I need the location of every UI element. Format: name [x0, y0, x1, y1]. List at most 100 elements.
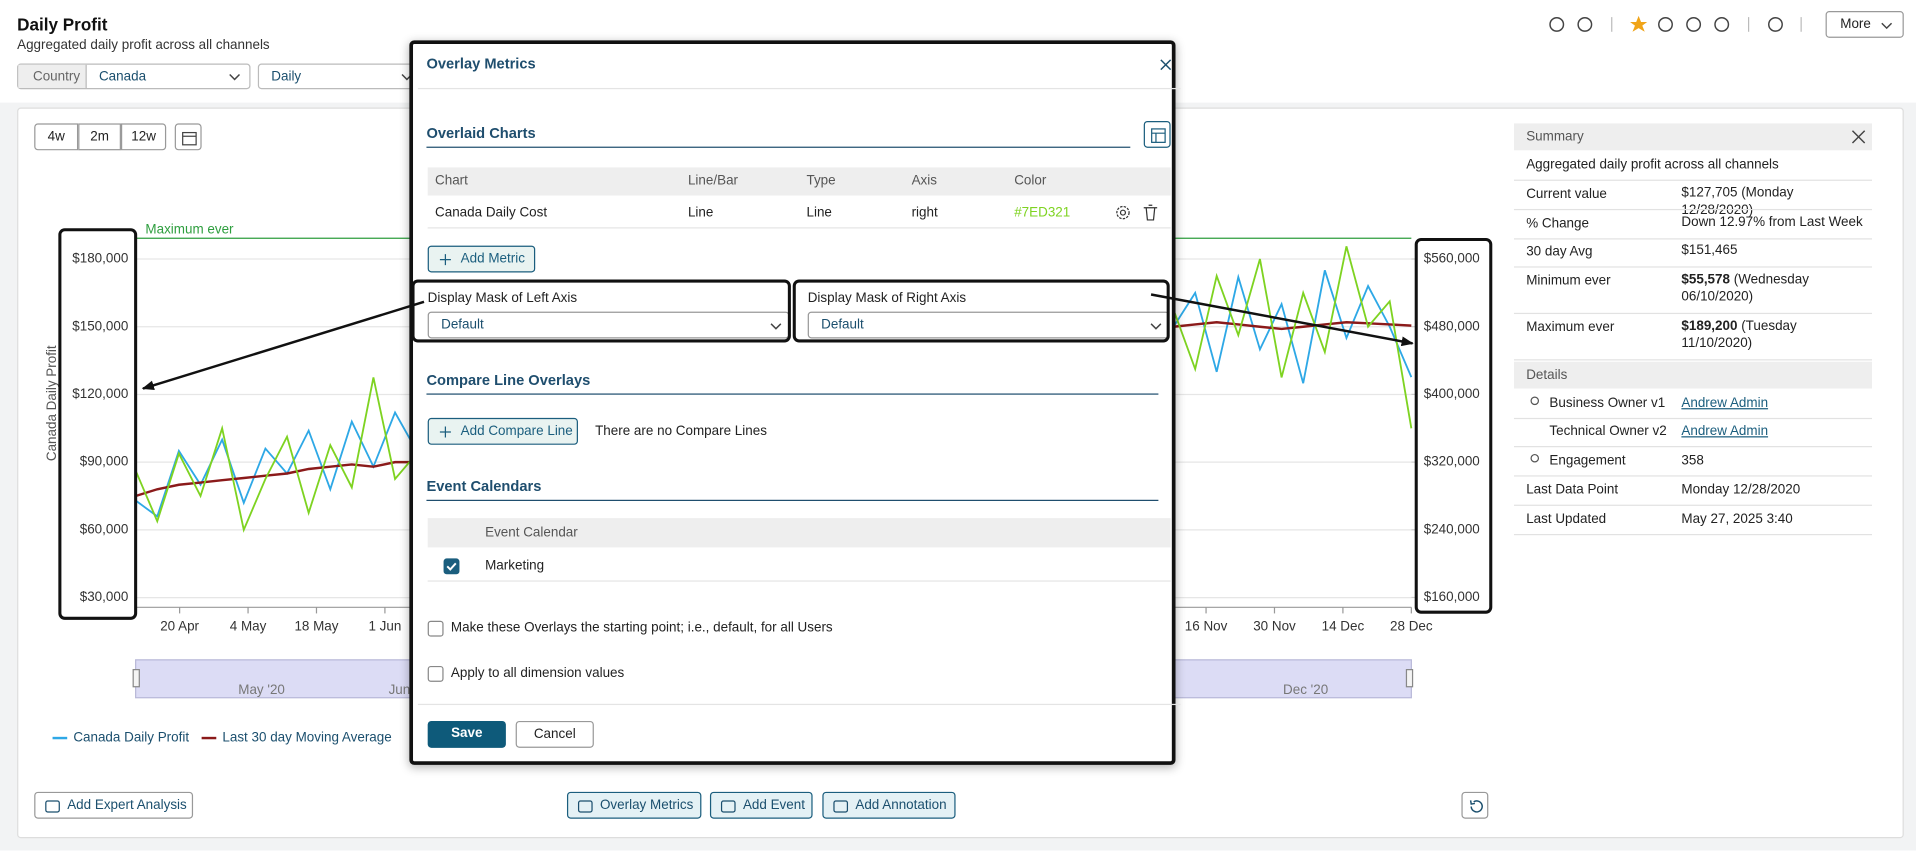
y2-tick-label: $240,000: [1424, 521, 1480, 536]
action-button[interactable]: Add Annotation: [822, 791, 956, 819]
annotation-box: [792, 279, 1170, 343]
checkbox[interactable]: [427, 665, 444, 682]
summary-title: Summary: [1526, 129, 1584, 145]
detail-value[interactable]: Andrew Admin: [1681, 424, 1769, 439]
row-settings[interactable]: [1116, 205, 1131, 220]
summary-header: [1513, 123, 1873, 151]
action-label: Add Expert Analysis: [67, 797, 187, 813]
detail-label: Technical Owner v2: [1549, 424, 1667, 439]
modal-close[interactable]: [1160, 59, 1172, 71]
summary-divider: [1513, 312, 1873, 315]
section-title: Compare Line Overlays: [426, 371, 591, 389]
chevron: [229, 74, 241, 81]
modal-divider: [417, 703, 1181, 706]
checkbox-box: [427, 620, 444, 637]
action-icon: [720, 800, 736, 813]
y-tick-label: $30,000: [80, 589, 129, 604]
range-button[interactable]: 2m: [78, 123, 121, 151]
x-tick-label: 28 Dec: [1390, 618, 1433, 633]
summary-divider: [1513, 179, 1873, 181]
chevron: [1150, 323, 1162, 330]
summary-label: Current value: [1526, 186, 1607, 202]
detail-value[interactable]: Andrew Admin: [1681, 395, 1769, 411]
action-label: Add Event: [742, 797, 805, 813]
close-icon[interactable]: [1851, 130, 1866, 144]
summary-label: 30 day Avg: [1526, 244, 1593, 260]
more-button[interactable]: More: [1825, 10, 1904, 38]
navigator-label: May '20: [238, 682, 285, 697]
details-header: [1513, 361, 1873, 389]
add-label: Add Metric: [460, 251, 525, 267]
gear: [1116, 205, 1130, 220]
summary-number: $127,705: [1681, 185, 1738, 201]
reset-icon: [1469, 800, 1483, 813]
hierarchy-icon: [1577, 16, 1593, 32]
checkbox-tick: [446, 562, 457, 571]
details-title: Details: [1526, 367, 1568, 383]
action-label: Add Annotation: [855, 797, 947, 813]
section-title: Event Calendars: [426, 477, 542, 495]
y-tick-label: $60,000: [80, 521, 129, 536]
summary-divider: [1513, 238, 1873, 240]
annotation-box: [1414, 237, 1493, 614]
summary-note: (Tuesday 11/10/2020): [1681, 318, 1797, 351]
trash: [1143, 204, 1158, 221]
download-icon: [1714, 16, 1730, 32]
summary-number: $55,578: [1681, 272, 1730, 288]
info-icon: [1549, 16, 1565, 32]
legend-label: Canada Daily Profit: [73, 730, 189, 745]
plus: [439, 254, 451, 266]
mask-value: Default: [441, 317, 484, 333]
events-header: [427, 518, 1171, 548]
toolbar-icons: [1549, 15, 1802, 32]
summary-divider: [1513, 533, 1873, 536]
action-label: Overlay Metrics: [599, 797, 694, 813]
section-rule: [426, 146, 1131, 148]
cancel-button[interactable]: Cancel: [515, 720, 594, 748]
range-label: 4w: [47, 129, 65, 145]
series-line: [135, 270, 1413, 518]
save-button[interactable]: Save: [427, 720, 506, 748]
y2-tick-label: $560,000: [1424, 251, 1480, 266]
calendar-button[interactable]: [174, 123, 202, 151]
x-tick-label: 16 Nov: [1185, 618, 1228, 633]
plus-icon: [439, 254, 451, 266]
action-button[interactable]: Add Event: [709, 791, 813, 819]
legend-label: Last 30 day Moving Average: [222, 730, 391, 745]
summary-number: $189,200: [1681, 318, 1738, 334]
events-column: Event Calendar: [485, 525, 578, 541]
summary-value: $189,200 (Tuesday 11/10/2020): [1681, 318, 1864, 352]
event-name: Marketing: [485, 558, 545, 574]
summary-divider: [1513, 446, 1873, 448]
detail-label: Last Updated: [1526, 511, 1607, 527]
table-button[interactable]: [1143, 120, 1171, 148]
plus: [439, 426, 451, 438]
close-x: [1851, 130, 1866, 144]
reset-button[interactable]: [1461, 791, 1489, 819]
reference-label: Maximum ever: [145, 221, 234, 236]
navigator-handle: [1405, 669, 1414, 688]
range-button[interactable]: 12w: [120, 123, 167, 151]
detail-icon-shape: [1530, 453, 1540, 463]
action-button[interactable]: Add Expert Analysis: [34, 791, 194, 819]
add-label: Add Compare Line: [460, 424, 573, 439]
action-button[interactable]: Overlay Metrics: [566, 791, 702, 819]
checkbox[interactable]: [443, 558, 460, 575]
add-button[interactable]: Add Metric: [427, 245, 536, 273]
frequency-filter[interactable]: Daily: [257, 63, 422, 90]
x-tick-label: 18 May: [294, 618, 338, 633]
country-filter[interactable]: Country Canada: [17, 63, 251, 90]
y-axis-label: Canada Daily Profit: [44, 345, 59, 461]
table-icon: [1151, 128, 1166, 143]
table-shape: [1151, 128, 1166, 143]
checkbox[interactable]: [427, 620, 444, 637]
attach-icon: [1686, 16, 1702, 32]
range-button[interactable]: 4w: [34, 123, 79, 151]
row-delete[interactable]: [1143, 204, 1158, 221]
star-icon: [1630, 15, 1648, 32]
add-button[interactable]: Add Compare Line: [427, 417, 578, 445]
checkbox-box: [443, 558, 460, 575]
x-tick-label: 30 Nov: [1253, 618, 1296, 633]
action-icon-shape: [720, 800, 736, 813]
